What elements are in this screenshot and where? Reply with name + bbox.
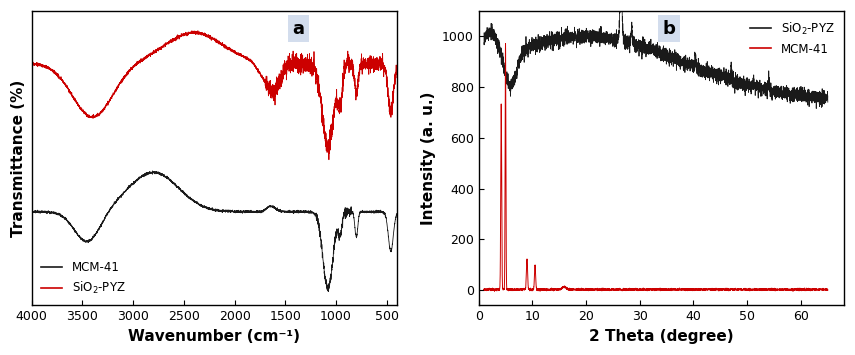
Legend: MCM-41, SiO$_2$-PYZ: MCM-41, SiO$_2$-PYZ (38, 257, 129, 300)
Text: a: a (292, 20, 304, 38)
Legend: SiO$_2$-PYZ, MCM-41: SiO$_2$-PYZ, MCM-41 (746, 17, 838, 59)
X-axis label: 2 Theta (degree): 2 Theta (degree) (589, 329, 734, 344)
Y-axis label: Transmittance (%): Transmittance (%) (11, 80, 27, 237)
Y-axis label: Intensity (a. u.): Intensity (a. u.) (422, 92, 436, 225)
Text: b: b (662, 20, 675, 38)
X-axis label: Wavenumber (cm⁻¹): Wavenumber (cm⁻¹) (128, 329, 300, 344)
